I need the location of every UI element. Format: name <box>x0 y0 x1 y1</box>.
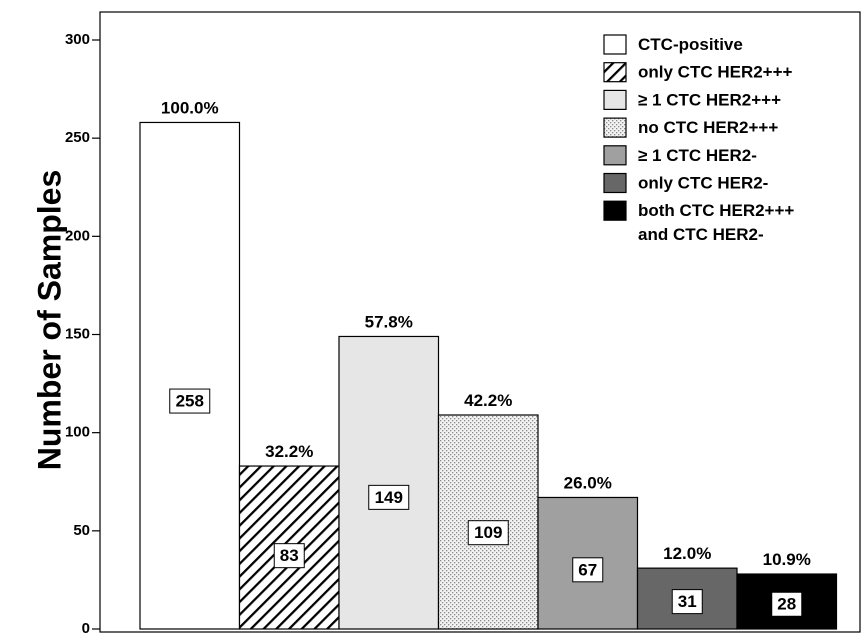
y-tick-label: 250 <box>65 129 90 146</box>
y-axis: 0 50 100 150 200 250 300 <box>65 31 100 637</box>
bar-group: 32.2% 83 <box>238 442 340 630</box>
bar-group: 12.0% 31 <box>636 544 738 630</box>
bar-percent-label: 32.2% <box>265 442 313 461</box>
bar-percent-label: 57.8% <box>365 312 413 331</box>
legend-swatch <box>603 117 627 138</box>
bar-count-box <box>169 388 211 414</box>
bar-count-label: 149 <box>375 488 403 507</box>
legend-label: no CTC HER2+++ <box>638 118 778 137</box>
bar-group: 26.0% 67 <box>537 473 639 630</box>
bar <box>338 335 440 630</box>
legend-item: ≥ 1 CTC HER2+++ <box>603 89 781 111</box>
bar-percent-label: 26.0% <box>564 473 612 492</box>
bar-count-label: 258 <box>176 392 204 411</box>
legend-swatch <box>603 145 627 166</box>
bar-group: 10.9% 28 <box>736 550 838 630</box>
legend-label: ≥ 1 CTC HER2+++ <box>638 90 781 109</box>
y-tick-label: 0 <box>82 620 90 634</box>
legend-swatch <box>603 172 627 194</box>
legend-label: only CTC HER2+++ <box>638 63 793 82</box>
bar-percent-label: 10.9% <box>763 550 811 569</box>
bar-percent-label: 100.0% <box>161 98 219 117</box>
bar-count-label: 28 <box>777 595 796 614</box>
bar-count-box <box>273 543 305 569</box>
legend-label: ≥ 1 CTC HER2- <box>638 146 757 165</box>
legend-item: ≥ 1 CTC HER2- <box>603 145 757 166</box>
bar-count-label: 67 <box>578 560 597 579</box>
bar-percent-label: 12.0% <box>663 544 711 563</box>
legend-item: only CTC HER2- <box>603 172 768 194</box>
y-tick-label: 50 <box>73 522 90 539</box>
legend-label: CTC-positive <box>638 35 743 54</box>
legend: CTC-positive only CTC HER2+++ ≥ 1 CTC HER2… <box>603 34 794 244</box>
bar <box>537 496 639 630</box>
legend-item: CTC-positive <box>603 34 743 55</box>
bar-count-box <box>771 591 803 617</box>
y-axis-label: Number of Samples <box>31 170 67 471</box>
legend-swatch <box>603 34 627 55</box>
bar-count-box <box>572 557 604 583</box>
legend-item: both CTC HER2+++ and CTC HER2- <box>603 200 794 244</box>
bar-group: 57.8% 149 <box>338 312 440 630</box>
y-tick-label: 300 <box>65 31 90 48</box>
bar-count-label: 31 <box>678 592 697 611</box>
y-tick-label: 100 <box>65 424 90 441</box>
legend-swatch <box>603 200 627 221</box>
bar-count-label: 109 <box>474 523 502 542</box>
bar-count-box <box>368 484 410 510</box>
legend-swatch <box>603 62 627 83</box>
bar-percent-label: 42.2% <box>464 391 512 410</box>
legend-label: only CTC HER2- <box>638 174 768 193</box>
bar-count-box <box>467 520 509 546</box>
bar <box>139 121 241 630</box>
legend-swatch <box>603 89 627 111</box>
bar-group: 42.2% 109 <box>437 391 539 630</box>
legend-label: and CTC HER2- <box>638 225 764 244</box>
legend-label: both CTC HER2+++ <box>638 201 794 220</box>
bar-group: 100.0% 258 <box>139 98 241 630</box>
bar-count-box <box>671 589 703 615</box>
legend-item: only CTC HER2+++ <box>603 62 793 83</box>
bar-count-label: 83 <box>280 546 299 565</box>
legend-item: no CTC HER2+++ <box>603 117 778 138</box>
y-tick-label: 150 <box>65 325 90 342</box>
plot-frame <box>99 11 861 633</box>
y-tick-label: 200 <box>65 227 90 244</box>
bar-series: 100.0% 258 32.2% 83 57.8% 149 42.2% 109 26.0% 67 1… <box>139 98 838 630</box>
